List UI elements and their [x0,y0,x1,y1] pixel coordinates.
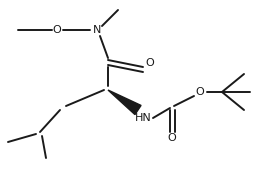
Text: O: O [146,58,154,68]
Text: O: O [196,87,204,97]
Text: O: O [168,133,176,143]
Text: N: N [93,25,101,35]
Text: HN: HN [135,113,151,123]
Text: O: O [53,25,61,35]
Polygon shape [108,90,141,115]
